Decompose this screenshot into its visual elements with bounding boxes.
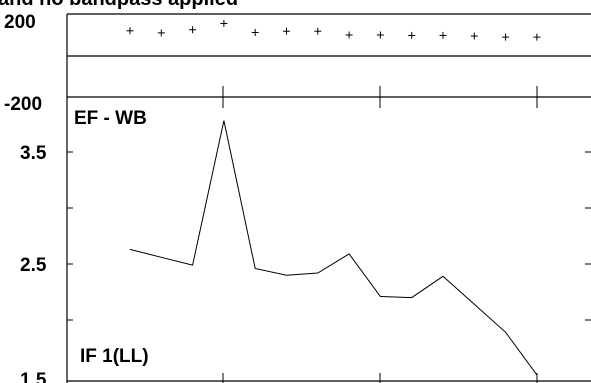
phase-points [126, 19, 541, 41]
phase-point [345, 31, 353, 39]
phase-point [408, 31, 416, 39]
chart-title: and no bandpass applied [0, 0, 238, 10]
phase-point [157, 29, 165, 37]
phase-panel: 200 -200 [4, 12, 591, 115]
phase-point [533, 33, 541, 41]
phase-point [220, 19, 228, 27]
phase-ytick-label-bottom: -200 [4, 94, 42, 115]
amplitude-line [129, 120, 538, 376]
phase-point [502, 33, 510, 41]
phase-point [439, 31, 447, 39]
phase-point [470, 32, 478, 40]
amp-ytick-label-3.5: 3.5 [20, 143, 47, 164]
phase-point [314, 27, 322, 35]
amplitude-panel: 3.5 2.5 1.5 EF - WB IF 1(LL) [20, 86, 591, 383]
phase-point [189, 26, 197, 34]
phase-ytick-label-top: 200 [4, 12, 36, 33]
amplitude-series [129, 120, 538, 376]
phase-point [251, 28, 259, 36]
amp-ytick-label-1.5: 1.5 [20, 370, 47, 383]
phase-point [126, 27, 134, 35]
amp-ytick-label-2.5: 2.5 [20, 255, 47, 276]
baseline-annotation: EF - WB [74, 108, 147, 129]
phase-point [283, 27, 290, 35]
phase-point [376, 31, 384, 39]
if-annotation: IF 1(LL) [80, 346, 149, 367]
